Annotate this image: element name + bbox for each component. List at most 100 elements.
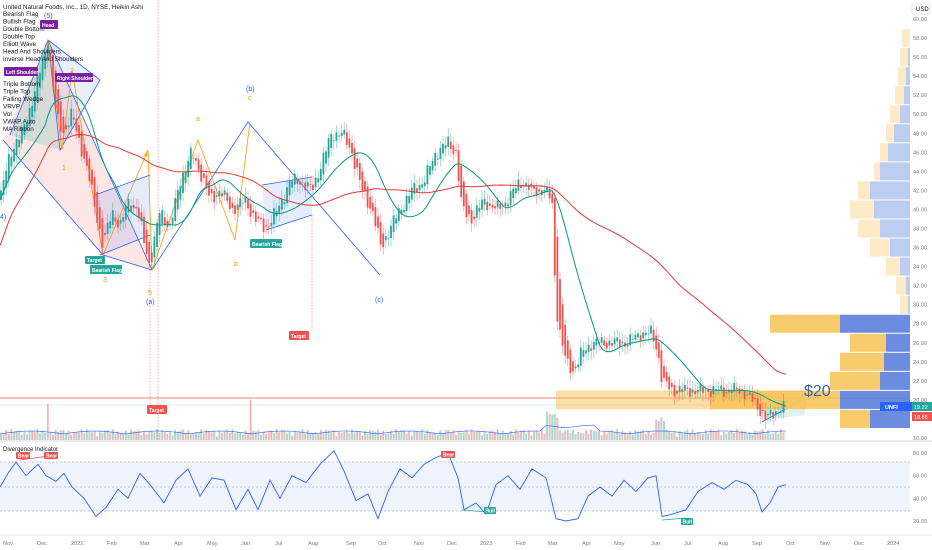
time-tick-label: Sep	[752, 541, 762, 547]
indicator-legend-item[interactable]: Falling Wedge	[3, 96, 44, 103]
candle-body	[431, 160, 434, 171]
volume-profile-bar	[830, 371, 880, 390]
volume-bar	[140, 434, 143, 440]
volume-bar	[543, 433, 546, 440]
indicator-legend-item[interactable]: Triple Top	[3, 89, 31, 96]
currency-box[interactable]	[911, 3, 931, 15]
candle-body	[28, 108, 31, 127]
volume-bar	[7, 434, 10, 440]
volume-bar	[644, 433, 647, 440]
volume-bar	[436, 435, 439, 440]
candle-body	[514, 188, 517, 194]
volume-bar	[421, 429, 424, 440]
volume-profile-bar	[888, 143, 910, 162]
candle-body	[78, 125, 80, 138]
candle-body	[387, 237, 390, 239]
candle-body	[280, 198, 283, 210]
volume-bar	[707, 433, 710, 440]
oscillator-axis[interactable]: 80.00 60.00 40.00 20.00	[913, 451, 927, 525]
candle-body	[257, 216, 260, 219]
time-tick-label: Nov	[414, 541, 424, 547]
value-area-highlight	[556, 390, 806, 410]
volume-bar	[743, 431, 746, 440]
indicator-legend-item[interactable]: Bearish Flag	[3, 11, 39, 18]
pattern-line	[9, 39, 49, 136]
volume-bar	[642, 429, 645, 440]
wave-label-5: 5	[148, 290, 152, 297]
candle-body	[491, 204, 494, 208]
time-axis[interactable]: Nov Dec 2022 Feb Mar Apr May Jun Jul Aug Sep Oct Nov…	[3, 541, 899, 547]
price-tick-label: 54.00	[913, 74, 927, 80]
volume-bar	[130, 429, 132, 440]
volume-bar	[774, 431, 777, 440]
candle-body	[202, 173, 205, 178]
time-tick-label: Jun	[241, 541, 250, 547]
volume-bar	[629, 431, 632, 440]
indicator-legend-item[interactable]: VRVP	[3, 104, 20, 111]
candle-body	[322, 152, 325, 175]
volume-bar	[512, 434, 515, 440]
volume-bar	[231, 429, 234, 440]
candle-body	[421, 184, 424, 188]
svg-text:Bearish Flag: Bearish Flag	[92, 268, 122, 274]
volume-bar	[624, 432, 626, 440]
volume-bar	[735, 429, 738, 440]
volume-bar	[478, 431, 481, 440]
candle-body	[135, 206, 138, 209]
volume-bar	[54, 429, 57, 440]
volume-bar	[455, 434, 457, 440]
indicator-legend-item[interactable]: MA Ribbon	[3, 126, 34, 133]
volume-bar	[296, 431, 299, 440]
indicator-legend-item[interactable]: VWAP Auto	[3, 119, 36, 126]
volume-bar	[600, 435, 603, 440]
time-tick-label: Dec	[854, 541, 864, 547]
indicator-legend-item[interactable]: Head And Shoulders	[3, 49, 61, 56]
candle-body	[520, 185, 522, 189]
volume-bar	[634, 429, 637, 440]
time-tick-label: May	[207, 541, 218, 547]
head-shoulders-zone	[3, 40, 152, 270]
volume-bar	[387, 433, 390, 440]
candle-body	[109, 221, 112, 229]
indicator-legend-item[interactable]: Double Top	[3, 34, 35, 41]
volume-profile-bar	[890, 105, 900, 124]
indicator-legend-item[interactable]: Inverse Head And Shoulders	[3, 56, 83, 63]
candle-body	[288, 180, 291, 196]
indicator-legend-item[interactable]: Triple Bottom	[3, 81, 40, 88]
candle-body	[314, 177, 317, 188]
volume-bar	[325, 429, 327, 440]
candle-body	[59, 101, 62, 132]
candle-body	[509, 190, 512, 206]
volume-bar	[215, 436, 218, 440]
time-tick-label: Mar	[140, 541, 150, 547]
candle-body	[616, 337, 619, 342]
volume-bar	[585, 429, 587, 440]
candle-body	[215, 195, 218, 197]
candle-body	[46, 45, 49, 61]
candle-body	[150, 252, 153, 263]
candle-body	[241, 202, 244, 204]
price-axis[interactable]: 60.00 58.00 56.00 54.00 52.00 50.00 48.00 46.00…	[913, 17, 927, 442]
candle-body	[283, 202, 286, 205]
volume-bar	[416, 431, 418, 440]
candle-body	[535, 187, 538, 196]
candle-body	[733, 383, 736, 393]
candle-body	[551, 193, 554, 203]
volume-bar	[709, 429, 712, 440]
indicator-legend-item[interactable]: Elliott Wave	[3, 41, 37, 48]
indicator-legend-item[interactable]: Vol	[3, 111, 12, 118]
candle-body	[777, 412, 780, 414]
indicator-legend-item[interactable]: Bullish Flag	[3, 19, 36, 26]
candle-body	[644, 332, 647, 336]
volume-bar	[566, 429, 569, 440]
candle-body	[231, 202, 234, 208]
candle-body	[80, 131, 83, 157]
candle-body	[130, 205, 132, 212]
price-tick-label: 26.00	[913, 341, 927, 347]
candle-body	[590, 348, 593, 351]
indicator-legend-item[interactable]: Double Bottom	[3, 26, 45, 33]
volume-bar	[704, 430, 707, 440]
candle-body	[7, 153, 10, 180]
